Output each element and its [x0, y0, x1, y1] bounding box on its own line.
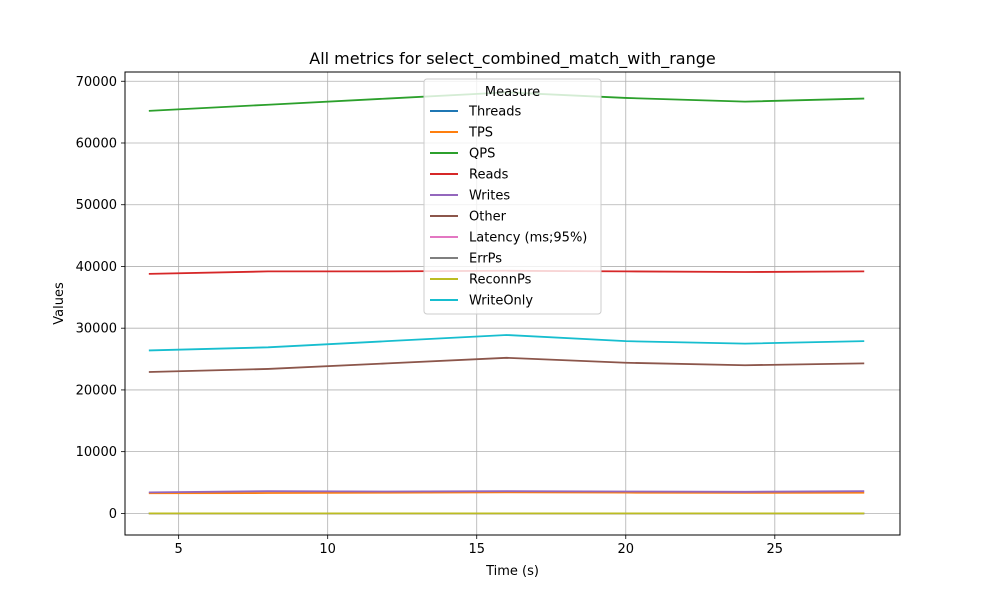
series-line-writeonly	[148, 334, 865, 352]
y-tick-label: 10000	[76, 445, 117, 460]
legend-label-reconnps: ReconnPs	[469, 273, 532, 288]
x-axis-label: Time (s)	[485, 564, 539, 579]
x-axis-ticks: 5 10 15 20 25	[175, 535, 784, 557]
chart-title: All metrics for select_combined_match_wi…	[309, 49, 715, 69]
plot-frame	[124, 71, 901, 536]
legend-box	[423, 78, 602, 315]
y-tick-label: 70000	[76, 75, 117, 90]
y-tick-label: 40000	[76, 260, 117, 275]
series-line-writes	[148, 490, 865, 494]
series-line-tps	[148, 491, 865, 495]
y-tick-label: 50000	[76, 198, 117, 213]
legend-label-errps: ErrPs	[469, 252, 502, 267]
legend-label-reads: Reads	[469, 168, 509, 183]
series-line-other	[148, 356, 865, 373]
x-tick-label: 5	[175, 542, 183, 557]
legend-label-tps: TPS	[468, 126, 493, 141]
y-axis-label: Values	[52, 282, 67, 325]
y-tick-label: 30000	[76, 322, 117, 337]
legend-items: Threads TPS QPS Reads Writes Other Latency (ms…	[430, 105, 587, 309]
legend-label-qps: QPS	[469, 147, 495, 162]
legend-label-threads: Threads	[468, 105, 521, 120]
series-lines	[148, 91, 865, 515]
x-tick-label: 10	[319, 542, 336, 557]
x-tick-label: 15	[468, 542, 485, 557]
y-tick-label: 20000	[76, 383, 117, 398]
legend: Measure Threads TPS QPS Reads Writes Other Lat…	[423, 78, 602, 315]
x-tick-label: 25	[767, 542, 784, 557]
y-axis-ticks: 0 10000 20000 30000 40000 50000 60000 70000	[76, 75, 125, 522]
legend-label-other: Other	[469, 210, 507, 225]
legend-label-writes: Writes	[469, 189, 510, 204]
y-tick-label: 0	[109, 507, 117, 522]
legend-label-latency-ms-95: Latency (ms;95%)	[469, 231, 587, 246]
legend-title: Measure	[485, 85, 540, 100]
y-tick-label: 60000	[76, 136, 117, 151]
x-tick-label: 20	[617, 542, 634, 557]
legend-label-writeonly: WriteOnly	[469, 294, 533, 309]
